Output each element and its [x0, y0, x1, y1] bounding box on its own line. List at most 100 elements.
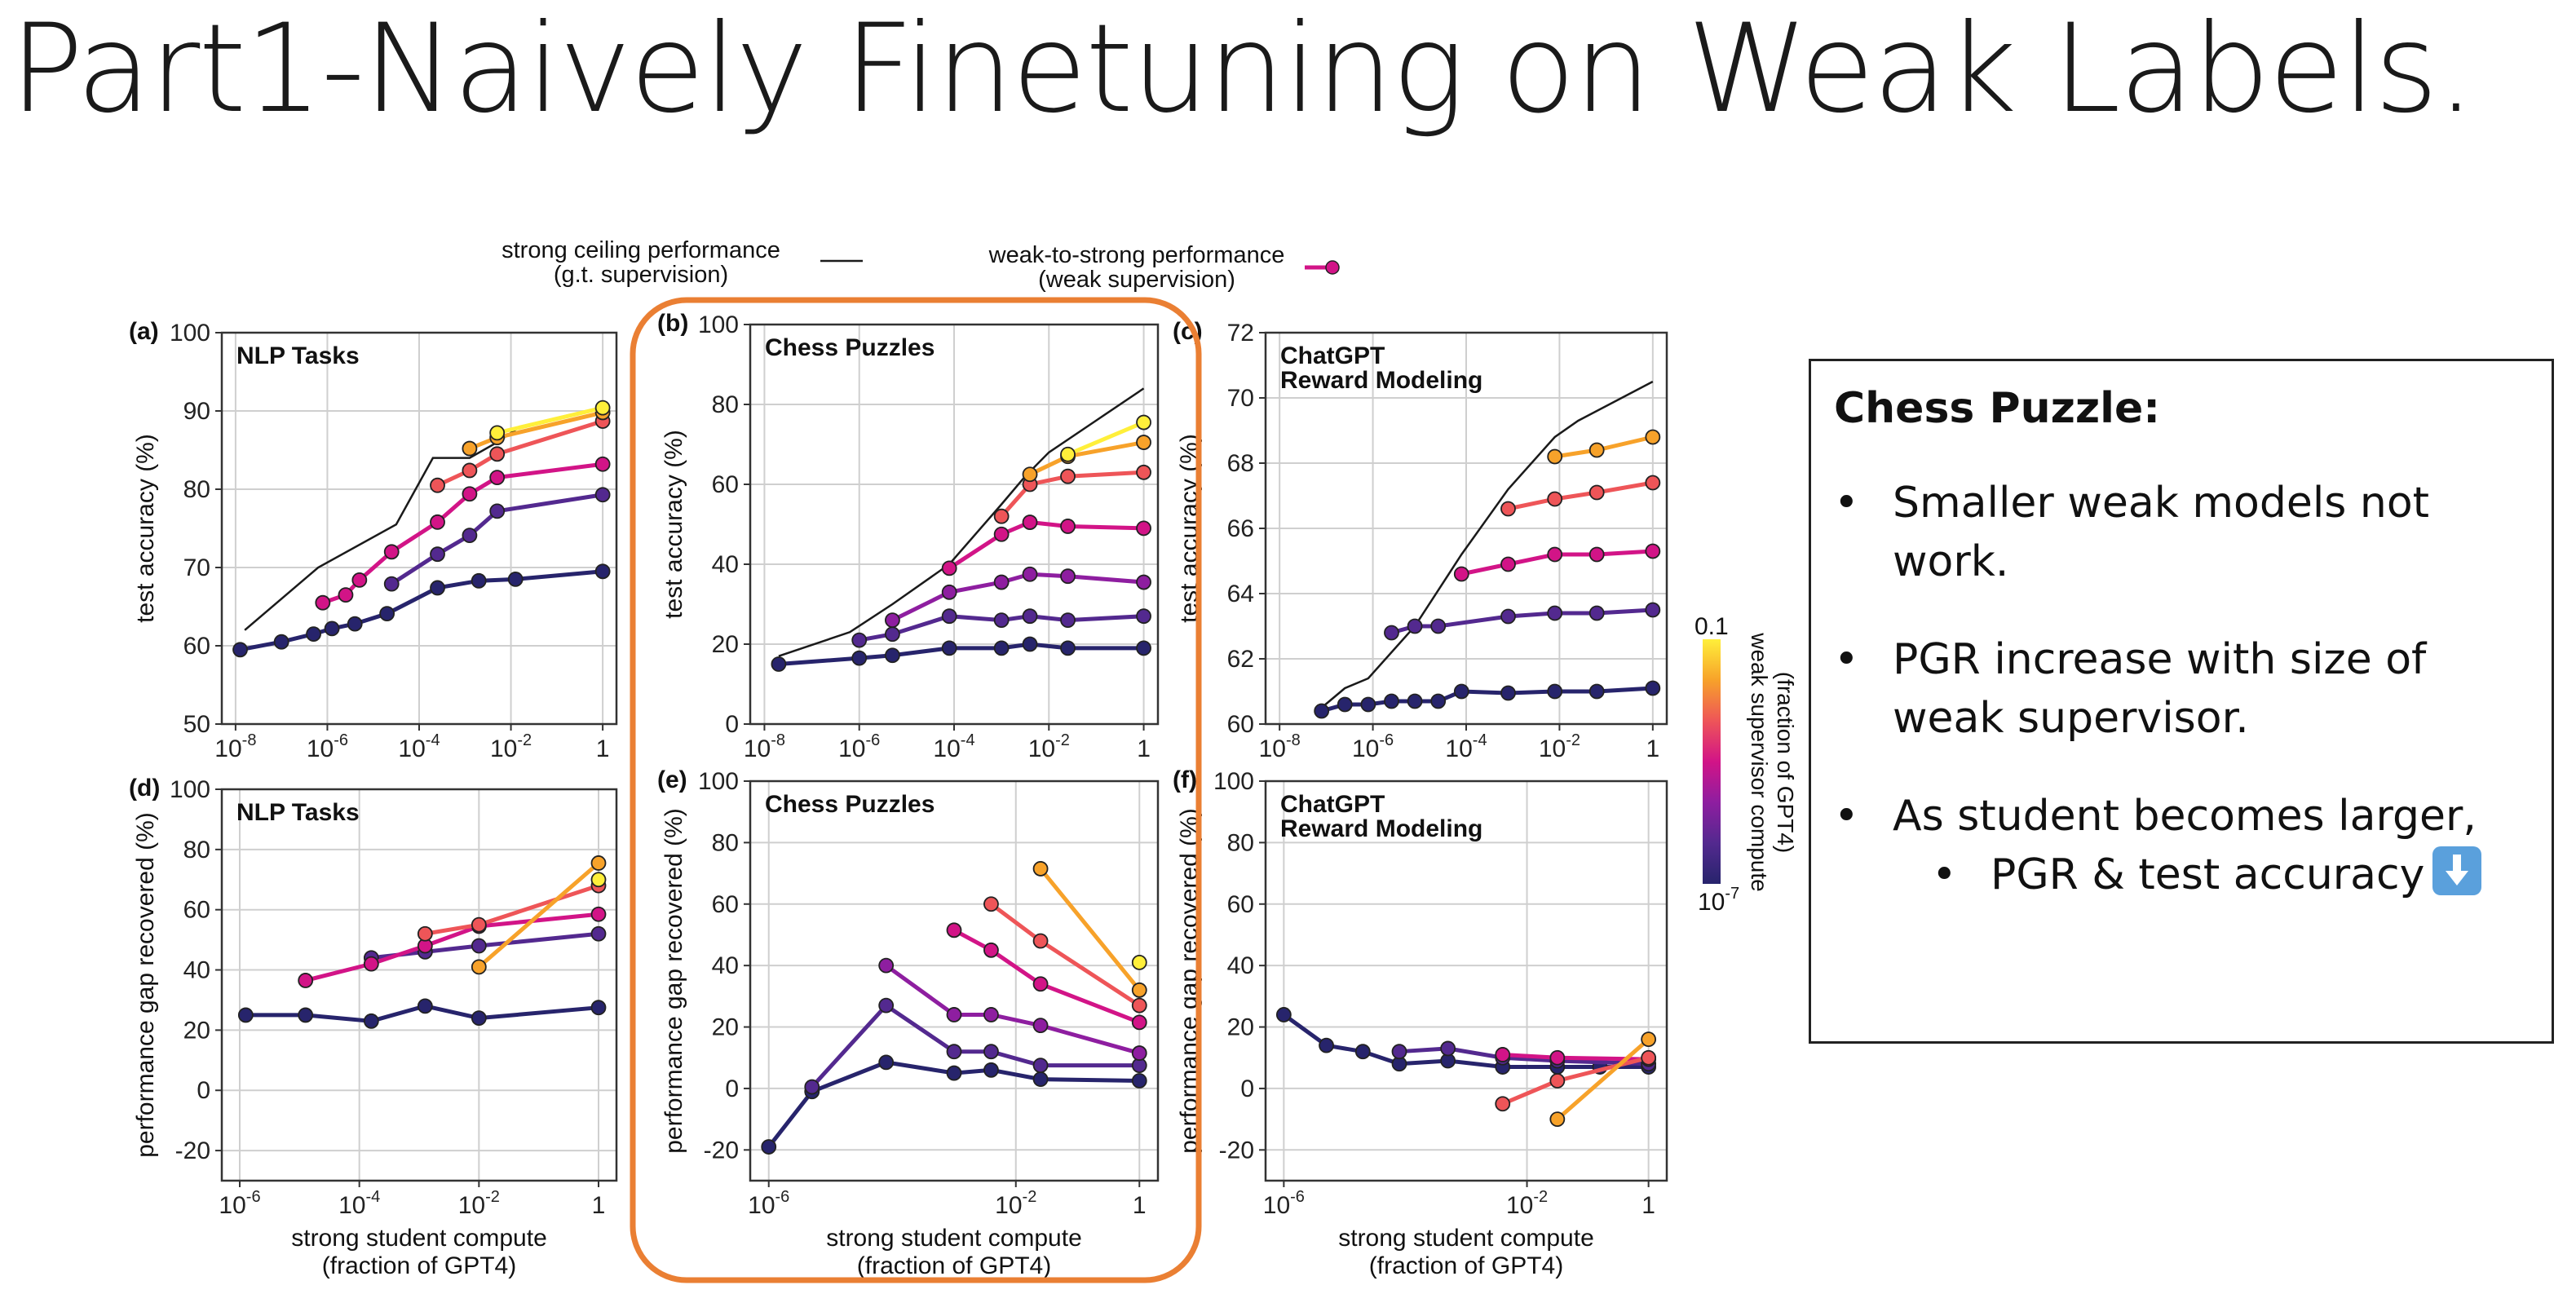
data-point [1500, 556, 1516, 572]
data-point [983, 1062, 999, 1078]
data-point [1588, 683, 1605, 700]
data-point [1060, 519, 1076, 534]
data-point [983, 1044, 999, 1060]
x-tick-label: 10-2 [995, 1188, 1036, 1219]
x-tick-label: 10-2 [1506, 1188, 1548, 1219]
y-tick-label: 80 [712, 391, 739, 418]
data-point [594, 487, 611, 503]
data-point [1547, 448, 1563, 465]
data-point [1136, 414, 1151, 431]
colorbar-bottom-label: 10-7 [1698, 885, 1739, 916]
panel-label: (a) [129, 318, 159, 345]
plot-frame [220, 331, 618, 726]
chess-highlight-frame [630, 297, 1202, 1283]
series-line [1556, 1037, 1650, 1121]
y-tick-label: 60 [712, 471, 739, 498]
colorbar-title: (fraction of GPT4) [1773, 672, 1794, 854]
y-tick-label: 20 [712, 1014, 739, 1041]
plot-frame [1264, 331, 1668, 726]
series-line [477, 861, 600, 969]
x-tick-label: 10-4 [338, 1188, 380, 1219]
panel-d: -20 0 20 40 60 80 100 10-6 10-4 10-2 1 (d) NLP Tasks… [129, 775, 618, 1279]
x-tick-label: 10-6 [1352, 731, 1394, 762]
data-point [273, 634, 289, 650]
y-axis-label: test accuracy (%) [661, 430, 687, 619]
figure-legend: strong ceiling performance(g.t. supervis… [502, 237, 1340, 293]
data-point [1022, 636, 1038, 652]
data-point [983, 1007, 999, 1022]
data-point [471, 959, 487, 975]
data-point [462, 486, 478, 502]
data-point [347, 616, 363, 632]
data-point [1032, 1018, 1049, 1034]
y-axis-label: performance gap recovered (%) [132, 812, 159, 1158]
data-point [1131, 1045, 1147, 1061]
data-point [1645, 475, 1661, 491]
data-point [1022, 466, 1038, 483]
panel-title: NLP Tasks [236, 342, 360, 369]
series-line [989, 902, 1141, 1008]
data-point [315, 594, 331, 611]
y-tick-label: 20 [183, 1017, 210, 1044]
data-point [590, 855, 607, 871]
y-tick-label: 64 [1227, 581, 1254, 607]
data-point [1588, 484, 1605, 501]
data-point [1500, 608, 1516, 625]
y-tick-label: 0 [725, 711, 739, 738]
data-point [471, 572, 487, 589]
notes-box: Chess Puzzle: Smaller weak models not wo… [1809, 359, 2554, 1044]
x-tick-label: 10-8 [214, 731, 256, 762]
data-point [1495, 1096, 1511, 1112]
data-point [1360, 696, 1376, 713]
x-tick-label: 10-6 [307, 731, 348, 762]
legend-ceiling-label: strong ceiling performance [502, 237, 780, 263]
y-tick-label: -20 [704, 1137, 739, 1164]
y-tick-label: 66 [1227, 515, 1254, 542]
data-point [363, 956, 379, 972]
data-point [379, 606, 395, 622]
data-point [590, 906, 607, 922]
series-line [240, 569, 603, 652]
y-tick-label: 100 [698, 768, 739, 795]
series-line [778, 642, 1144, 666]
data-point [306, 626, 321, 642]
data-point [1319, 1037, 1334, 1053]
plot-frame [749, 779, 1160, 1182]
data-point [462, 440, 478, 457]
ceiling-line [778, 387, 1145, 657]
data-point [993, 508, 1010, 524]
y-tick-label: 0 [197, 1077, 210, 1104]
data-point [1060, 612, 1076, 628]
data-point [1645, 429, 1661, 445]
data-point [1641, 1049, 1657, 1066]
plot-frame [1264, 779, 1668, 1182]
x-axis-label: (fraction of GPT4) [322, 1252, 516, 1279]
data-point [1060, 446, 1076, 462]
data-point [489, 470, 506, 485]
data-point [941, 560, 957, 576]
figure: strong ceiling performance(g.t. supervis… [129, 237, 1794, 1283]
data-point [1136, 435, 1151, 450]
y-tick-label: 72 [1227, 320, 1254, 347]
data-point [761, 1139, 777, 1155]
data-point [1022, 566, 1038, 582]
sub-bullet-text: PGR & test accuracy [1991, 850, 2425, 899]
data-point [1337, 696, 1353, 713]
data-point [351, 572, 368, 588]
data-point [941, 640, 957, 656]
data-point [590, 1000, 607, 1016]
data-point [1430, 618, 1447, 634]
data-point [1131, 997, 1147, 1014]
data-point [1060, 568, 1076, 585]
panel-title: ChatGPT [1280, 342, 1385, 369]
data-point [338, 587, 354, 603]
data-point [594, 456, 611, 472]
x-tick-label: 10-2 [490, 731, 532, 762]
x-tick-label: 10-6 [1263, 1188, 1305, 1219]
data-point [1131, 1073, 1147, 1089]
bullet-item: Smaller weak models not work. [1831, 474, 2532, 591]
x-tick-label: 1 [1641, 1192, 1655, 1219]
data-point [804, 1079, 820, 1095]
x-tick-label: 1 [1133, 1192, 1147, 1219]
